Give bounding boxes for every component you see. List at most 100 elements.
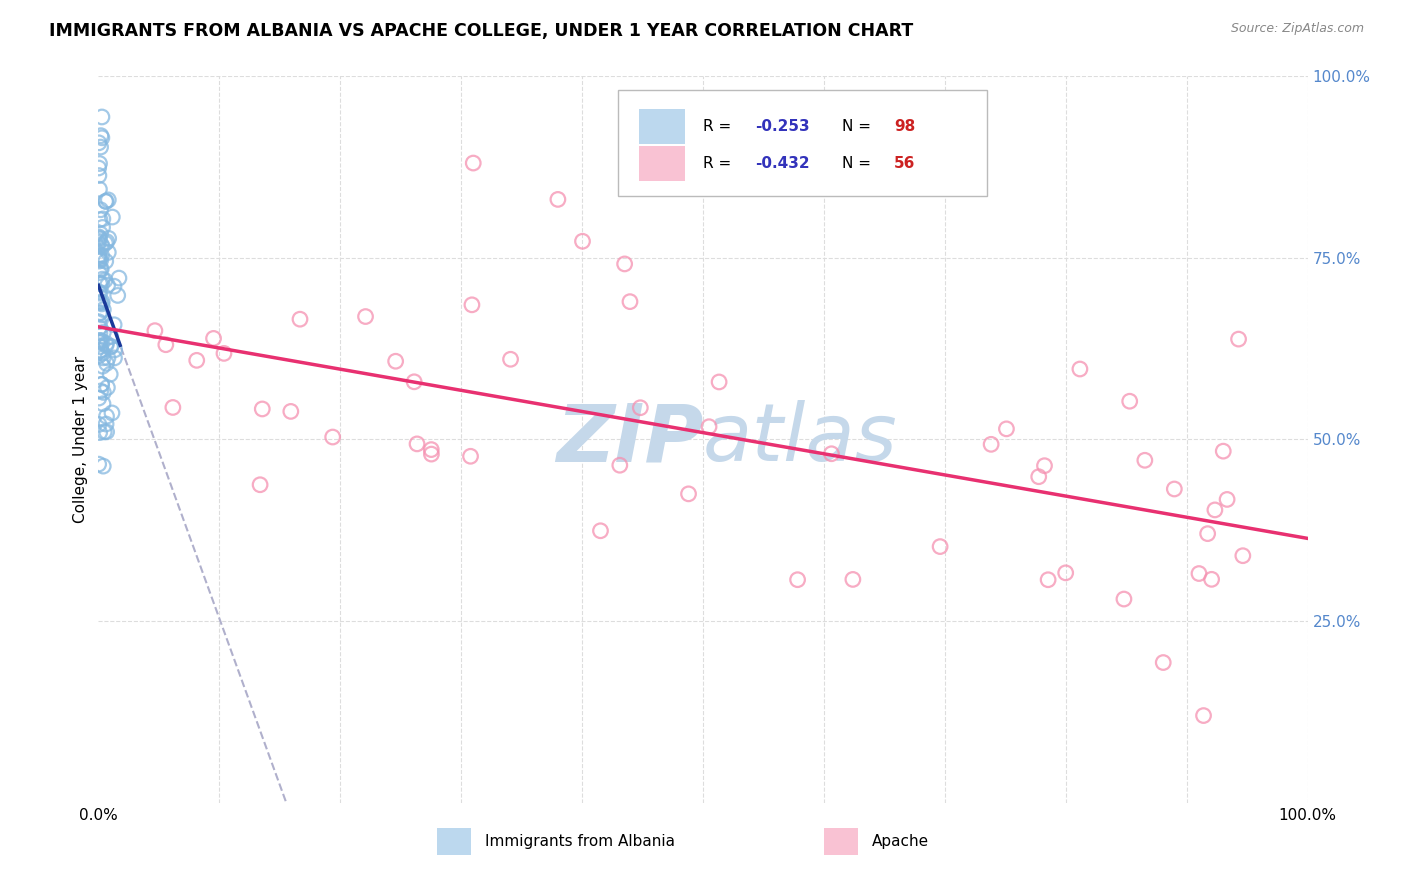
Point [90, 384, 112, 398]
Point [87, 266, 110, 280]
Point [89, 340, 111, 354]
Point [87, 136, 110, 150]
Point [87, 229, 110, 244]
Point [90, 343, 112, 358]
Text: 56: 56 [894, 155, 915, 170]
Text: N =: N = [842, 155, 876, 170]
Point [90, 377, 112, 392]
Point [91, 239, 114, 253]
Point [571, 234, 593, 248]
Point [100, 329, 122, 343]
Text: 98: 98 [894, 120, 915, 134]
Point [93, 425, 115, 439]
Point [94, 254, 117, 268]
Point [929, 540, 952, 554]
Point [1133, 453, 1156, 467]
Point [609, 458, 631, 473]
Point [90, 334, 112, 349]
Point [91, 272, 114, 286]
Point [1197, 526, 1219, 541]
Point [94, 236, 117, 251]
Point [1152, 656, 1174, 670]
Point [97, 231, 120, 245]
Text: Source: ZipAtlas.com: Source: ZipAtlas.com [1230, 22, 1364, 36]
Point [980, 437, 1002, 451]
Text: R =: R = [703, 155, 737, 170]
Point [89, 252, 111, 267]
Point [1118, 394, 1140, 409]
Point [619, 294, 641, 309]
Point [1192, 708, 1215, 723]
Text: R =: R = [703, 120, 737, 134]
Point [91, 459, 114, 474]
Point [93, 302, 115, 317]
Point [90, 140, 112, 154]
Text: Immigrants from Albania: Immigrants from Albania [485, 834, 675, 849]
Point [89, 326, 111, 340]
Bar [824, 828, 858, 855]
Point [1069, 362, 1091, 376]
Point [93, 385, 115, 400]
Point [103, 279, 125, 293]
Point [90, 110, 112, 124]
Point [90, 377, 112, 392]
Point [87, 169, 110, 183]
Point [91, 351, 114, 365]
Point [463, 156, 485, 170]
Point [100, 340, 122, 354]
Point [97, 278, 120, 293]
Point [90, 253, 112, 268]
Point [186, 353, 208, 368]
Point [87, 457, 110, 471]
Point [89, 334, 111, 348]
Point [89, 343, 111, 358]
Point [87, 391, 110, 405]
Point [87, 285, 110, 299]
Point [404, 375, 426, 389]
Point [202, 331, 225, 345]
Bar [638, 109, 685, 145]
Point [995, 422, 1018, 436]
Point [104, 343, 127, 357]
Point [697, 419, 720, 434]
Point [89, 321, 111, 335]
Point [91, 220, 114, 235]
Point [143, 324, 166, 338]
Point [90, 128, 112, 143]
Point [87, 235, 110, 250]
Point [90, 297, 112, 311]
Point [91, 346, 114, 360]
Point [212, 346, 235, 360]
Point [90, 130, 112, 145]
Point [90, 262, 112, 277]
Point [288, 312, 311, 326]
Point [89, 277, 111, 291]
Point [89, 334, 111, 348]
Point [1227, 332, 1250, 346]
Point [87, 161, 110, 175]
Text: ZIP: ZIP [555, 401, 703, 478]
Point [89, 231, 111, 245]
Point [91, 359, 114, 374]
Point [162, 401, 184, 415]
Point [97, 351, 120, 365]
Point [103, 318, 125, 332]
Point [1112, 592, 1135, 607]
Point [89, 425, 111, 440]
Point [1204, 503, 1226, 517]
Point [90, 202, 112, 217]
Point [89, 305, 111, 319]
Point [89, 182, 111, 196]
Point [461, 298, 484, 312]
Point [96, 336, 118, 351]
Point [94, 194, 117, 209]
Point [249, 477, 271, 491]
Point [101, 406, 124, 420]
Point [91, 308, 114, 322]
Point [94, 273, 117, 287]
Bar [437, 828, 471, 855]
Point [96, 356, 118, 370]
Point [155, 337, 177, 351]
Text: N =: N = [842, 120, 876, 134]
Point [90, 237, 112, 252]
